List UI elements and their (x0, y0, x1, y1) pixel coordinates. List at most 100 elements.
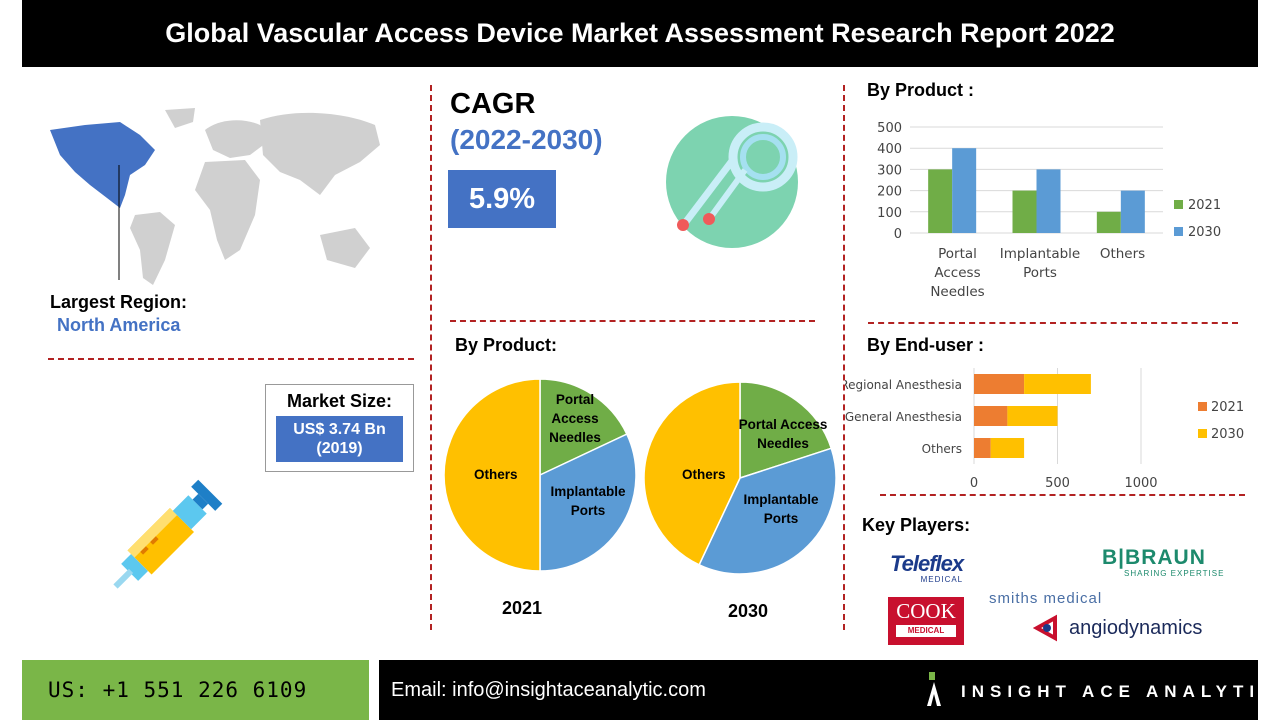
cagr-period: (2022-2030) (450, 124, 603, 155)
end-user-bar-chart: 0 500 1000 Regional Anesthesia General Anest… (845, 368, 1244, 491)
bar (1024, 374, 1091, 394)
bbraun-sub: SHARING EXPERTISE (1124, 569, 1225, 578)
tick-label: 400 (877, 142, 902, 157)
cook-logo: COOK MEDICAL (888, 597, 964, 645)
bar (1096, 211, 1121, 233)
tick-label: Portal Access Needles (930, 246, 985, 300)
legend-swatch (1174, 200, 1183, 209)
divider (430, 85, 432, 630)
phone-text: US: +1 551 226 6109 (48, 678, 308, 702)
tick-label: 200 (877, 185, 902, 200)
bar (1120, 190, 1145, 233)
bar (1036, 169, 1061, 233)
north-america-shape (50, 122, 155, 208)
pie-slice (539, 433, 637, 572)
divider (843, 85, 845, 630)
tick-label: 0 (894, 227, 902, 242)
bar (1007, 406, 1058, 426)
cook-name: COOK (896, 599, 956, 623)
pie-2021-label-portal: Portal Access Needles (549, 392, 601, 445)
pie-2030-label-others: Others (682, 467, 726, 482)
category-label: Others (922, 442, 962, 456)
tick-label: Others (1099, 246, 1146, 262)
bar (974, 374, 1025, 394)
pie-2030-year: 2030 (728, 601, 769, 621)
australia-shape (320, 228, 370, 268)
angiodynamics-logo: angiodynamics (1033, 614, 1202, 642)
pie-2030-label-portal: Portal Access Needles (738, 417, 828, 451)
pie-slice (539, 378, 628, 477)
tick-label: 0 (970, 476, 978, 491)
divider (48, 358, 414, 360)
category-label: Regional Anesthesia (845, 378, 962, 392)
tick-label: 500 (1045, 476, 1070, 491)
pie-2030 (643, 381, 837, 575)
by-product-pie-heading: By Product: (455, 335, 558, 355)
greenland-shape (165, 108, 195, 128)
legend-label: 2021 (1211, 400, 1244, 415)
tick-label: 1000 (1124, 476, 1157, 491)
legend-label: 2030 (1188, 225, 1221, 240)
pie-slice (698, 447, 837, 575)
tick-label: Implantable Ports (999, 246, 1081, 281)
pie-slice (443, 378, 541, 572)
divider (450, 320, 815, 322)
catheter-icon (666, 116, 798, 248)
product-bar-chart: 500 400 300 200 100 0 2021 2030 (877, 121, 1221, 242)
category-label: General Anesthesia (845, 410, 962, 424)
market-size-year: (2019) (316, 440, 363, 457)
tick-label: 500 (877, 121, 902, 136)
cagr-label: CAGR (450, 88, 536, 120)
teleflex-name: Teleflex (890, 551, 964, 576)
africa-shape (195, 160, 260, 260)
angiodynamics-icon (1033, 614, 1057, 642)
bar (974, 406, 1008, 426)
market-size-box: Market Size: US$ 3.74 Bn (2019) (265, 384, 414, 472)
tick-label: 100 (877, 206, 902, 221)
pie-2021 (443, 378, 637, 572)
key-players-heading: Key Players: (862, 515, 971, 535)
by-product-bar-heading: By Product : (867, 80, 975, 100)
pie-2021-year: 2021 (502, 598, 543, 618)
legend-swatch (1198, 402, 1207, 411)
angiodynamics-name: angiodynamics (1069, 616, 1203, 639)
divider (880, 494, 1245, 496)
legend-swatch (1198, 429, 1207, 438)
footer-phone: US: +1 551 226 6109 (22, 660, 369, 720)
pie-slice (643, 381, 741, 566)
bar (928, 169, 953, 233)
bbraun-logo: B|BRAUN SHARING EXPERTISE (1102, 546, 1225, 579)
bbraun-name: B|BRAUN (1102, 546, 1206, 569)
legend-label: 2030 (1211, 427, 1244, 442)
page-title: Global Vascular Access Device Market Ass… (22, 0, 1258, 67)
pie-2030-label-implantable: Implantable Ports (743, 492, 819, 526)
legend-label: 2021 (1188, 198, 1221, 213)
smiths-logo: smiths medical (989, 590, 1103, 607)
cagr-value: 5.9% (448, 170, 556, 228)
bar (1012, 190, 1037, 233)
asia-shape (260, 112, 380, 195)
legend-swatch (1174, 227, 1183, 236)
bar (952, 148, 977, 233)
market-size-label: Market Size: (286, 391, 393, 411)
teleflex-logo: Teleflex MEDICAL (890, 551, 964, 585)
south-america-shape (130, 212, 175, 285)
world-map (50, 108, 380, 285)
pie-2021-label-others: Others (474, 467, 518, 482)
page-title-text: Global Vascular Access Device Market Ass… (165, 18, 1115, 48)
divider (868, 322, 1238, 324)
cook-sub: MEDICAL (896, 625, 956, 637)
teleflex-sub: MEDICAL (920, 575, 964, 584)
bar (974, 438, 991, 458)
europe-shape (205, 120, 270, 158)
market-size-value: US$ 3.74 Bn (293, 421, 386, 438)
pie-2021-label-implantable: Implantable Ports (550, 484, 626, 518)
market-size-value-box: US$ 3.74 Bn (2019) (276, 416, 403, 462)
brand-name: INSIGHT ACE ANALYTIC (961, 682, 1279, 701)
syringe-icon (113, 479, 223, 589)
bar (990, 438, 1025, 458)
tick-label: 300 (877, 163, 902, 178)
pie-slice (739, 381, 833, 480)
insightace-logo-icon (927, 672, 941, 706)
region-value: North America (57, 315, 181, 335)
